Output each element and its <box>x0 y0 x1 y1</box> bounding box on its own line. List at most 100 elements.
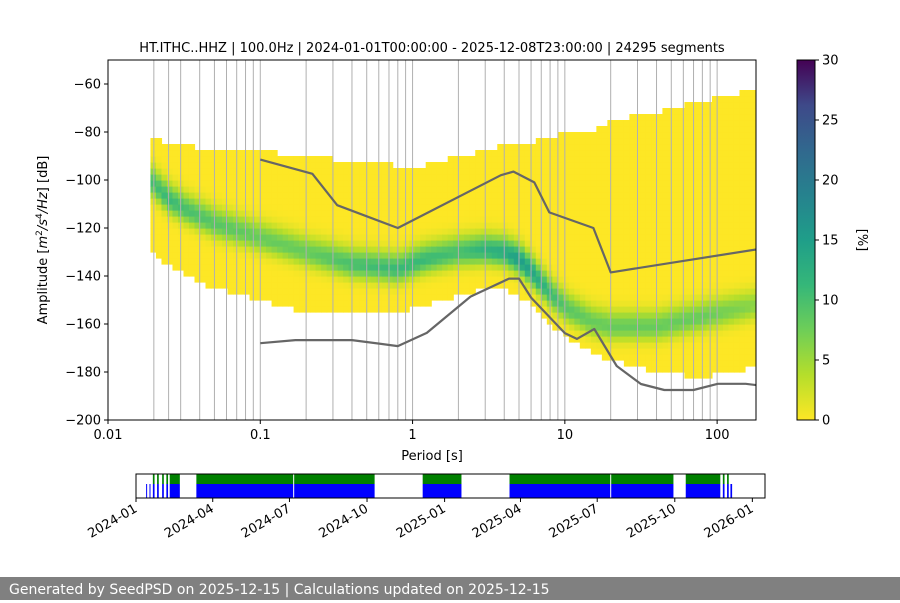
density-cell <box>574 330 581 337</box>
density-cell <box>662 144 669 151</box>
density-cell <box>398 240 405 247</box>
density-cell <box>596 288 603 295</box>
density-cell <box>711 240 719 247</box>
density-cell <box>568 270 575 277</box>
density-cell <box>750 168 756 175</box>
density-cell <box>700 180 708 187</box>
density-cell <box>442 204 449 211</box>
density-cell <box>568 168 575 175</box>
density-cell <box>689 162 697 169</box>
density-cell <box>436 186 443 193</box>
density-cell <box>513 216 520 223</box>
density-cell <box>640 204 647 211</box>
density-cell <box>590 282 597 289</box>
density-cell <box>678 168 686 175</box>
density-cell <box>304 252 311 259</box>
density-cell <box>700 270 708 277</box>
timeline-used-segment <box>509 474 674 484</box>
density-cell <box>326 240 333 247</box>
density-cell <box>508 264 515 271</box>
density-cell <box>673 114 680 121</box>
density-cell <box>618 156 625 163</box>
density-cell <box>673 150 680 157</box>
density-cell <box>678 174 686 181</box>
density-cell <box>398 300 405 307</box>
density-cell <box>381 294 388 301</box>
density-cell <box>744 156 752 163</box>
density-cell <box>645 174 653 181</box>
density-cell <box>612 186 619 193</box>
density-cell <box>711 168 719 175</box>
density-cell <box>425 204 432 211</box>
density-cell <box>370 198 377 205</box>
density-cell <box>662 240 669 247</box>
density-cell <box>398 288 405 295</box>
density-cell <box>497 234 504 241</box>
density-cell <box>629 240 636 247</box>
density-cell <box>563 174 570 181</box>
density-cell <box>733 354 741 361</box>
density-cell <box>640 126 647 133</box>
density-cell <box>332 246 339 253</box>
density-cell <box>183 234 190 241</box>
density-cell <box>365 240 372 247</box>
density-cell <box>678 360 686 367</box>
density-cell <box>519 276 526 283</box>
density-cell <box>343 258 350 265</box>
density-cell <box>717 348 724 355</box>
density-cell <box>717 288 724 295</box>
density-cell <box>244 240 251 247</box>
density-cell <box>398 228 405 235</box>
density-cell <box>199 258 207 265</box>
density-cell <box>601 336 608 343</box>
colorbar-tick-label: 10 <box>822 294 839 309</box>
density-cell <box>513 168 520 175</box>
density-cell <box>172 150 179 157</box>
density-cell <box>491 150 498 157</box>
density-cell <box>166 216 174 223</box>
density-cell <box>750 138 756 145</box>
density-cell <box>563 138 570 145</box>
density-cell <box>442 198 449 205</box>
density-cell <box>722 222 730 229</box>
density-cell <box>728 282 735 289</box>
density-cell <box>629 192 636 199</box>
density-cell <box>750 234 756 241</box>
timeline-tick-label: 2026-01 <box>702 501 757 541</box>
density-cell <box>513 258 520 265</box>
density-cell <box>629 132 636 139</box>
density-cell <box>370 246 377 253</box>
density-cell <box>359 180 366 187</box>
density-cell <box>689 234 697 241</box>
density-cell <box>574 246 581 253</box>
density-cell <box>188 186 196 193</box>
density-cell <box>425 168 432 175</box>
density-cell <box>623 258 630 265</box>
density-cell <box>199 276 207 283</box>
density-cell <box>733 114 741 121</box>
density-cell <box>706 156 713 163</box>
density-cell <box>343 210 350 217</box>
density-cell <box>458 288 465 295</box>
density-cell <box>601 276 608 283</box>
density-cell <box>552 306 559 313</box>
density-cell <box>227 288 234 295</box>
density-cell <box>678 150 686 157</box>
density-cell <box>310 174 317 181</box>
density-cell <box>645 126 653 133</box>
density-cell <box>453 186 460 193</box>
density-cell <box>601 222 608 229</box>
density-cell <box>579 150 586 157</box>
density-cell <box>354 240 361 247</box>
density-cell <box>442 270 449 277</box>
density-cell <box>233 252 240 259</box>
density-cell <box>469 204 476 211</box>
density-cell <box>480 198 487 205</box>
density-cell <box>436 264 443 271</box>
density-cell <box>238 234 245 241</box>
density-cell <box>739 234 746 241</box>
density-cell <box>618 348 625 355</box>
density-cell <box>706 324 713 331</box>
density-cell <box>414 186 421 193</box>
density-cell <box>568 324 575 331</box>
